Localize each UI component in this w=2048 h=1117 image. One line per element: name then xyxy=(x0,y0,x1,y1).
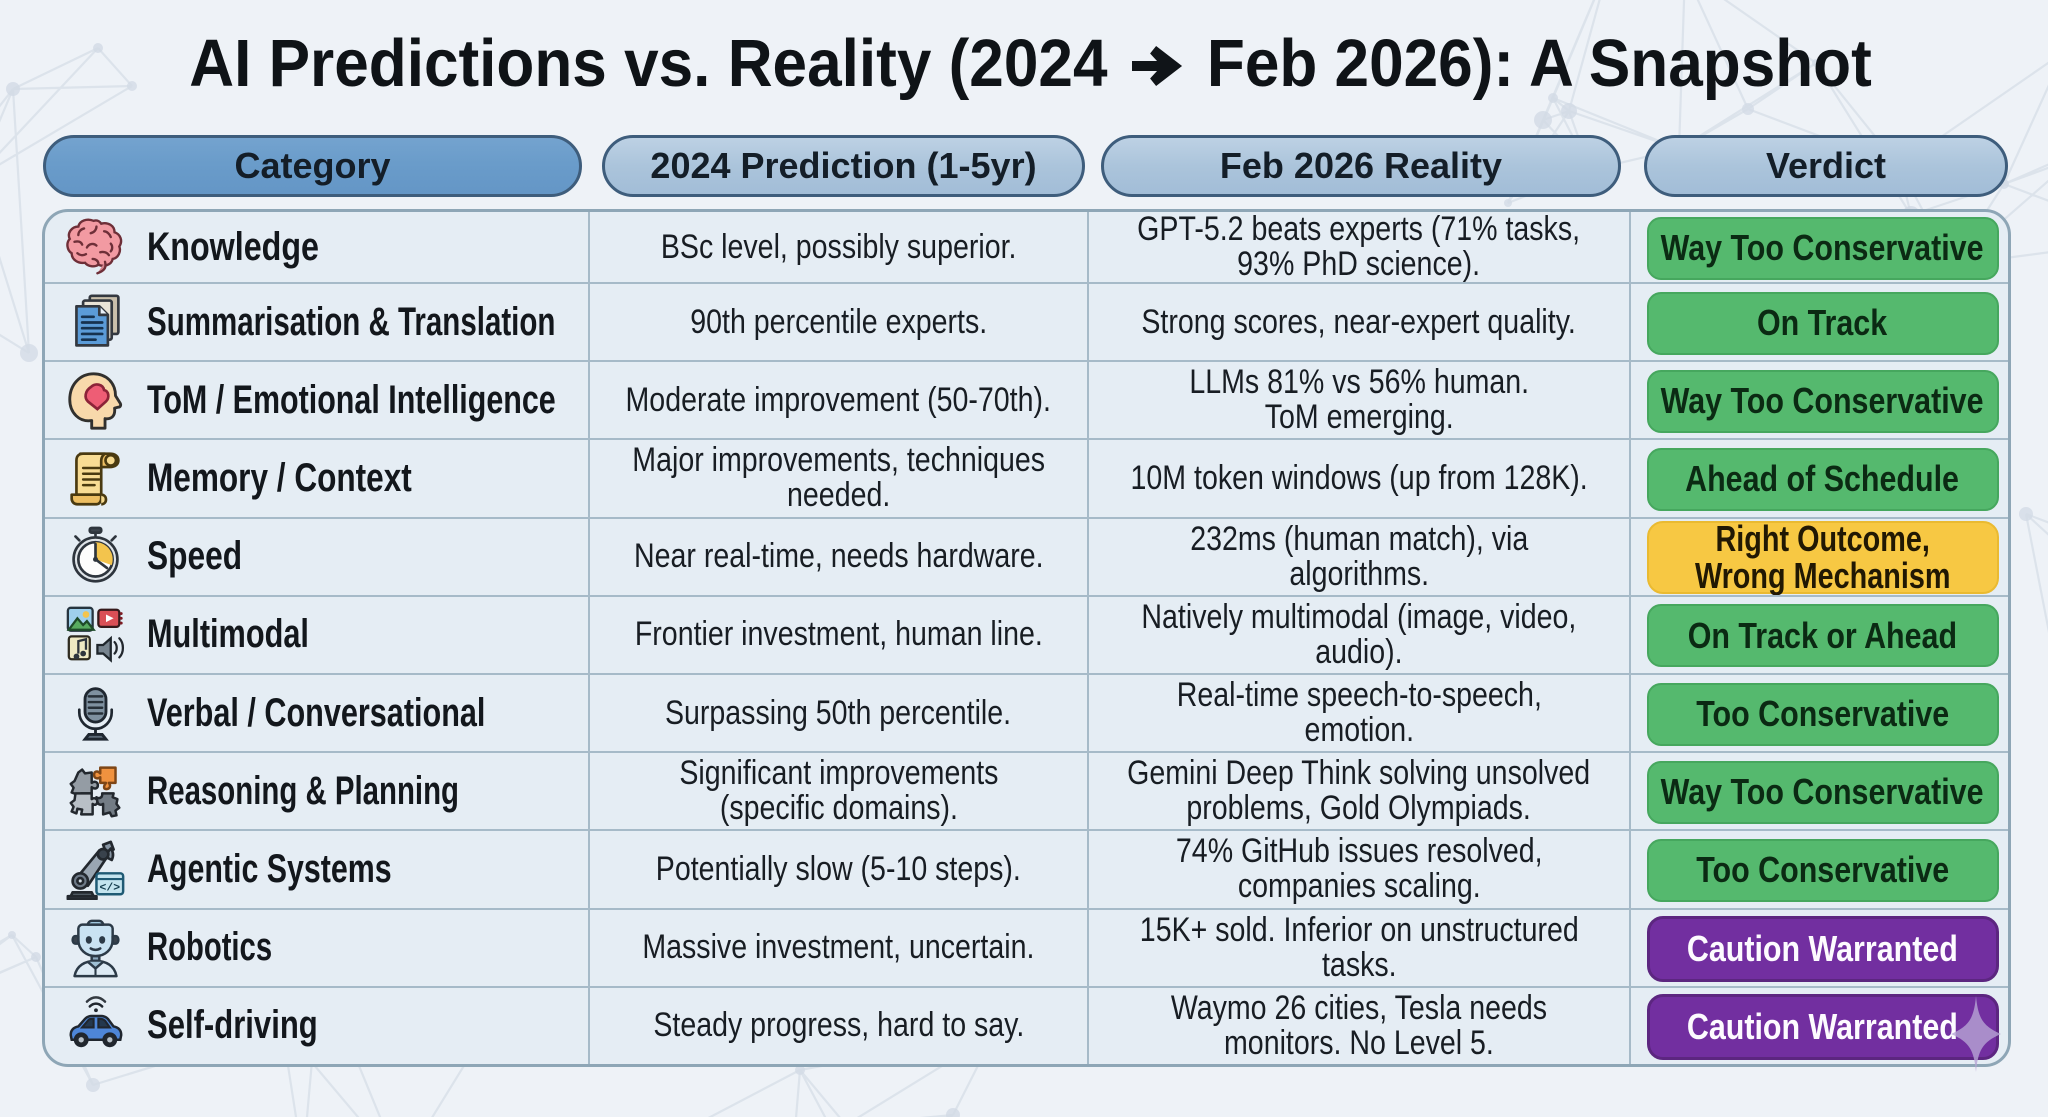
svg-text:</>: </> xyxy=(100,881,121,894)
